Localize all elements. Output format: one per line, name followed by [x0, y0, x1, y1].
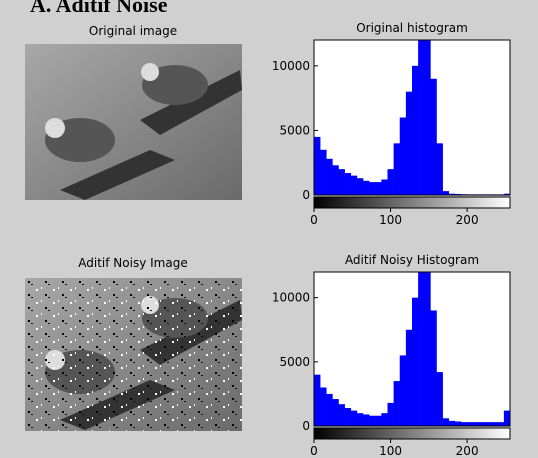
bar — [454, 193, 462, 195]
bar — [412, 65, 419, 195]
bar — [326, 158, 333, 195]
bar — [503, 193, 510, 195]
bar — [344, 408, 352, 426]
bar — [424, 40, 431, 195]
bar — [497, 422, 505, 426]
bar — [314, 136, 321, 195]
bar — [418, 272, 425, 426]
bar — [430, 310, 437, 426]
bar — [387, 402, 394, 426]
bar — [448, 193, 456, 195]
y-tick-label: 0 — [302, 419, 310, 433]
bar — [356, 178, 364, 195]
bars — [314, 40, 510, 195]
bar — [405, 91, 413, 195]
bar — [467, 422, 474, 426]
bar — [485, 422, 492, 426]
bar — [363, 180, 370, 195]
axes-frame — [313, 39, 511, 196]
image — [25, 44, 242, 200]
y-tick-label: 0 — [302, 188, 310, 202]
bar — [491, 422, 499, 426]
bar — [393, 143, 401, 195]
x-tick-label: 100 — [379, 444, 402, 458]
y-tick-label: 10000 — [272, 291, 310, 305]
axes-frame — [313, 271, 511, 427]
x-tick-label: 200 — [456, 444, 479, 458]
bar — [412, 297, 419, 426]
bar — [338, 169, 345, 195]
chart-title: Aditif Noisy Histogram — [345, 253, 479, 267]
bar — [381, 179, 388, 195]
colorbar — [313, 196, 511, 209]
bar — [503, 410, 510, 426]
bar — [314, 374, 321, 426]
image — [25, 278, 242, 431]
y-tick-label: 5000 — [279, 123, 310, 137]
bar — [344, 173, 352, 195]
bars — [314, 272, 510, 426]
bar — [436, 143, 443, 195]
bar — [332, 165, 339, 195]
bar — [387, 169, 394, 195]
bar — [461, 422, 468, 426]
bar — [381, 413, 388, 426]
bar — [442, 418, 450, 426]
bar — [448, 420, 456, 426]
image-title: Aditif Noisy Image — [78, 256, 187, 270]
bar — [320, 387, 327, 426]
x-tick-label: 0 — [310, 444, 318, 458]
bar — [356, 413, 364, 426]
heading: A. Aditif Noise — [30, 0, 168, 17]
bar — [320, 149, 327, 195]
bar — [454, 421, 462, 426]
bar — [479, 422, 486, 426]
y-tick-label: 5000 — [279, 355, 310, 369]
x-tick-label: 200 — [456, 213, 479, 227]
chart-title: Original histogram — [356, 21, 468, 35]
image-title: Original image — [89, 24, 177, 38]
bar — [375, 182, 382, 195]
bar — [399, 117, 407, 195]
bar — [430, 78, 437, 195]
bar — [350, 410, 358, 426]
y-tick-label: 10000 — [272, 59, 310, 73]
bar — [350, 175, 358, 195]
bar — [473, 422, 480, 426]
colorbar — [313, 427, 511, 440]
bar — [375, 415, 382, 426]
bar — [338, 404, 345, 426]
bar — [424, 272, 431, 426]
bar — [363, 414, 370, 426]
bar — [326, 393, 333, 426]
x-tick-label: 0 — [310, 213, 318, 227]
bar — [436, 372, 443, 426]
bar — [332, 399, 339, 426]
bar — [393, 381, 401, 426]
bar — [442, 191, 450, 195]
bar — [399, 355, 407, 426]
bar — [418, 40, 425, 195]
bar — [405, 329, 413, 426]
bar — [369, 182, 376, 195]
x-tick-label: 100 — [379, 213, 402, 227]
bar — [369, 415, 376, 426]
